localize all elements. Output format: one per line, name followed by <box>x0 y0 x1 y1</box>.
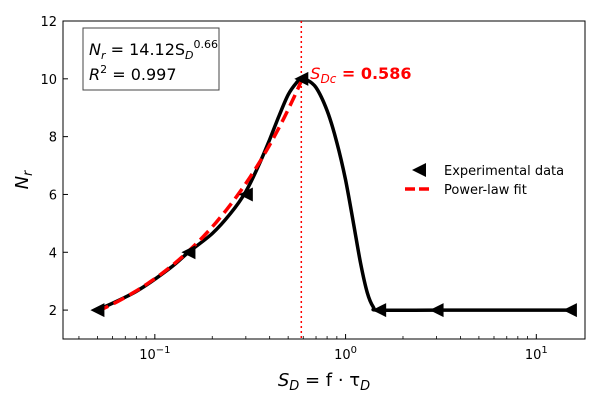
x-tick-label: 10−1 <box>139 345 170 363</box>
data-point-marker <box>238 187 253 202</box>
y-tick-label: 8 <box>49 131 57 146</box>
data-point-marker <box>294 71 309 86</box>
data-point-marker <box>372 303 387 318</box>
power-law-fit-curve <box>96 80 303 313</box>
y-tick-label: 4 <box>49 246 57 261</box>
critical-label: SDc = 0.586 <box>310 64 411 86</box>
x-tick-label: 100 <box>334 345 357 363</box>
experimental-markers <box>90 71 577 318</box>
legend-label: Experimental data <box>444 164 564 179</box>
data-point-marker <box>181 245 196 260</box>
y-axis-label: Nr <box>12 169 36 189</box>
y-axis: 2 4 6 8 10 12 <box>40 15 68 319</box>
data-point-marker <box>90 303 105 318</box>
legend-label: Power-law fit <box>444 183 527 198</box>
equation-line-1: Nr = 14.12SD0.66 <box>89 38 218 62</box>
legend: Experimental data Power-law fit <box>405 163 564 198</box>
x-axis: 10−1 100 101 <box>78 334 548 363</box>
y-tick-label: 10 <box>40 73 57 88</box>
legend-triangle-icon <box>412 163 426 177</box>
x-tick-label: 101 <box>525 345 548 363</box>
y-tick-label: 6 <box>49 188 57 203</box>
x-axis-label: SD = f · τD <box>278 370 370 394</box>
y-tick-label: 2 <box>49 304 57 319</box>
data-point-marker <box>429 303 444 318</box>
plot-frame <box>62 20 586 340</box>
y-tick-label: 12 <box>40 15 57 30</box>
equation-box-border <box>82 27 220 91</box>
equation-box: Nr = 14.12SD0.66 R2 = 0.997 <box>82 27 220 91</box>
data-point-marker <box>562 303 577 318</box>
equation-line-2: R2 = 0.997 <box>89 63 177 84</box>
